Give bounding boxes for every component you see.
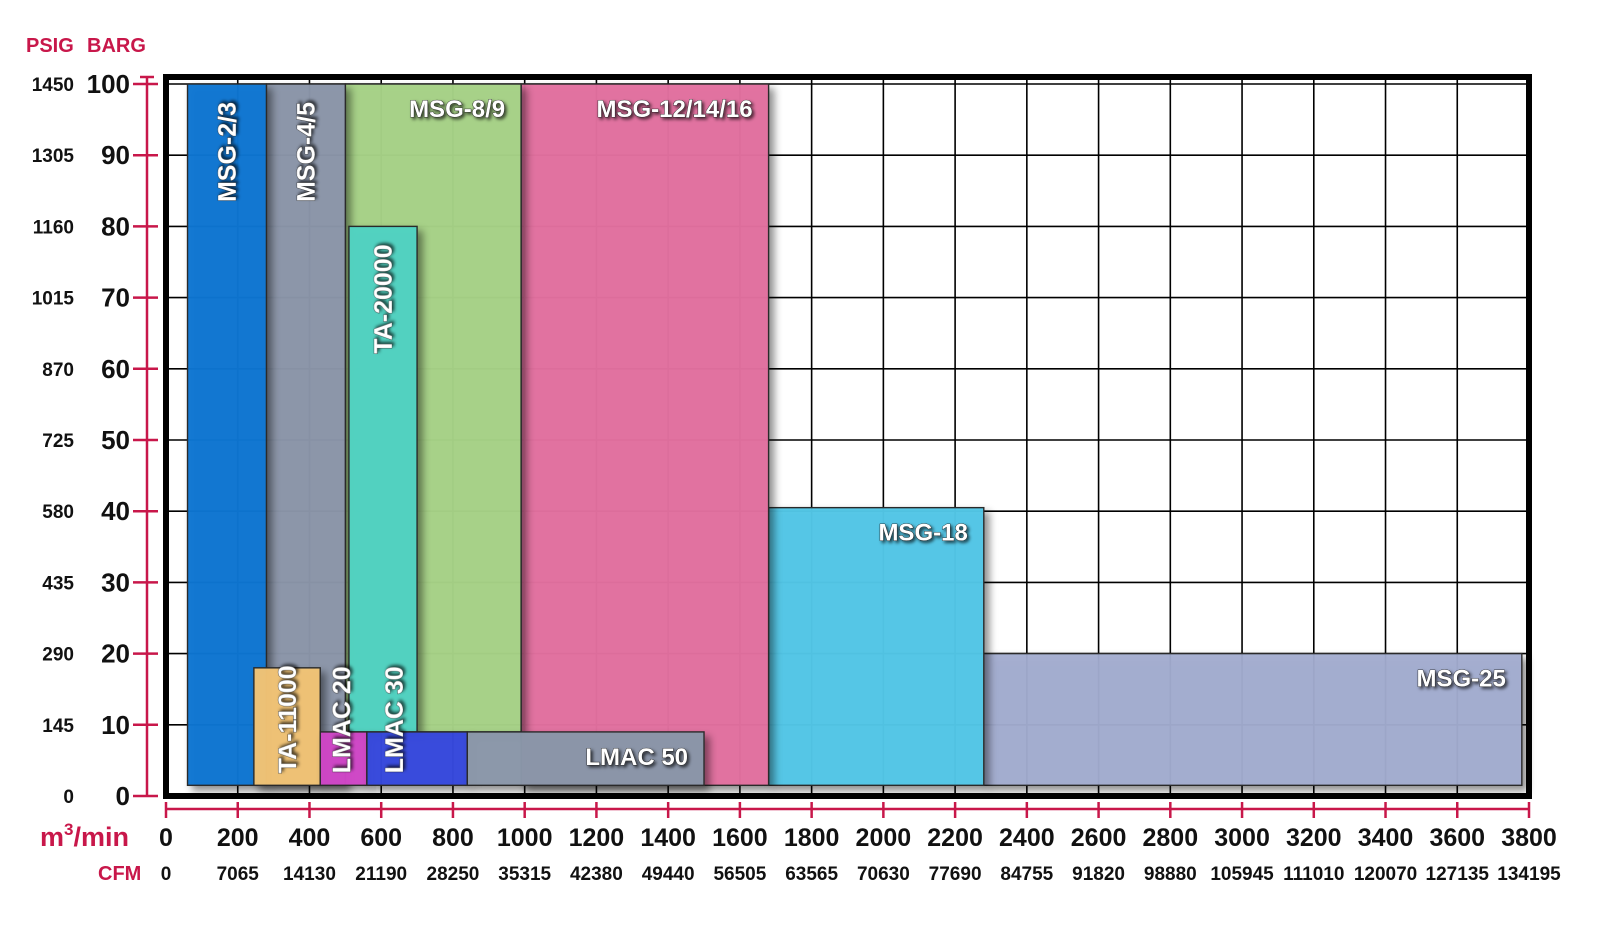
y-tick-label-barg: 70 <box>101 283 130 313</box>
psig-axis-label: PSIG <box>26 35 74 57</box>
range-rect-lmac-30 <box>366 731 468 787</box>
y-tick-label-barg: 50 <box>101 425 130 455</box>
x-tick-label-cfm: 14130 <box>283 864 336 885</box>
y-tick-label-barg: 20 <box>101 639 130 669</box>
y-tick-label-psig: 435 <box>42 573 74 594</box>
range-rect-ta-11000 <box>253 667 321 787</box>
x-tick-label-cfm: 0 <box>161 864 172 885</box>
x-tick-label-m3min: 3200 <box>1286 824 1342 852</box>
m3min-axis-label: m3/min <box>40 820 129 852</box>
x-tick-label-cfm: 120070 <box>1354 864 1417 885</box>
y-tick-label-barg: 90 <box>101 140 130 170</box>
series-label-msg-25: MSG-25 <box>1416 666 1505 693</box>
x-tick-label-m3min: 2400 <box>999 824 1055 852</box>
plot-frame <box>163 74 1532 799</box>
series-label-msg-4-5: MSG-4/5 <box>293 102 321 202</box>
y-tick-label-barg: 80 <box>101 211 130 241</box>
x-tick-label-m3min: 3800 <box>1501 824 1557 852</box>
y-tick-label-barg: 0 <box>116 781 130 811</box>
x-tick-label-cfm: 105945 <box>1210 864 1274 885</box>
range-rectangles <box>186 83 1523 787</box>
x-tick-label-m3min: 800 <box>432 824 474 852</box>
y-tick-label-barg: 30 <box>101 567 130 597</box>
y-tick-label-barg: 40 <box>101 496 130 526</box>
x-tick-label-cfm: 91820 <box>1072 864 1125 885</box>
x-tick-label-cfm: 111010 <box>1283 864 1344 885</box>
x-tick-label-m3min: 3000 <box>1214 824 1270 852</box>
x-tick-label-cfm: 42380 <box>570 864 623 885</box>
range-rect-lmac-20 <box>319 731 368 787</box>
y-tick-label-psig: 290 <box>42 645 74 666</box>
x-tick-label-m3min: 2000 <box>856 824 912 852</box>
x-tick-label-cfm: 70630 <box>857 864 910 885</box>
range-rect-msg-12-14-16 <box>520 83 770 787</box>
y-tick-label-psig: 1160 <box>33 217 74 238</box>
y-tick-label-barg: 100 <box>87 69 130 99</box>
barg-axis-label: BARG <box>87 35 146 57</box>
y-tick-label-psig: 1305 <box>32 146 75 167</box>
y-tick-label-psig: 0 <box>63 787 74 808</box>
range-rect-msg-18 <box>767 506 985 787</box>
y-tick-label-psig: 870 <box>42 360 74 381</box>
y-tick-label-psig: 145 <box>42 716 74 737</box>
y-tick-label-psig: 725 <box>42 431 74 452</box>
x-tick-label-m3min: 1400 <box>640 824 696 852</box>
y-tick-label-psig: 1015 <box>32 289 75 310</box>
series-label-msg-2-3: MSG-2/3 <box>214 102 242 202</box>
x-tick-label-cfm: 98880 <box>1144 864 1197 885</box>
axes: 0 0 10 145 20 290 30 435 40 580 50 725 60 870 70 1015 80… <box>32 69 1561 885</box>
x-tick-label-m3min: 1600 <box>712 824 768 852</box>
x-tick-label-m3min: 1800 <box>784 824 840 852</box>
x-tick-label-m3min: 2600 <box>1071 824 1127 852</box>
x-tick-label-m3min: 200 <box>217 824 259 852</box>
x-tick-label-cfm: 63565 <box>785 864 838 885</box>
x-tick-label-cfm: 35315 <box>498 864 551 885</box>
range-rect-lmac-50 <box>466 731 705 787</box>
range-rect-ta-20000 <box>348 225 418 733</box>
x-tick-label-m3min: 600 <box>360 824 402 852</box>
x-tick-label-m3min: 2800 <box>1143 824 1199 852</box>
x-tick-label-m3min: 1000 <box>497 824 553 852</box>
x-tick-label-cfm: 7065 <box>217 864 260 885</box>
series-label-lmac-30: LMAC 30 <box>381 666 409 773</box>
x-tick-label-cfm: 49440 <box>642 864 695 885</box>
x-tick-label-cfm: 56505 <box>713 864 766 885</box>
x-tick-label-m3min: 0 <box>159 824 173 852</box>
series-label-ta-11000: TA-11000 <box>274 665 302 773</box>
series-label-lmac-50: LMAC 50 <box>585 744 688 771</box>
series-label-msg-12-14-16: MSG-12/14/16 <box>596 96 752 123</box>
cfm-axis-label: CFM <box>98 863 141 885</box>
y-tick-label-barg: 60 <box>101 354 130 384</box>
y-tick-label-barg: 10 <box>101 710 130 740</box>
x-tick-label-m3min: 1200 <box>569 824 625 852</box>
x-tick-label-m3min: 3600 <box>1429 824 1485 852</box>
series-label-msg-18: MSG-18 <box>878 520 967 547</box>
x-tick-label-m3min: 400 <box>289 824 331 852</box>
series-label-lmac-20: LMAC 20 <box>328 666 356 773</box>
x-tick-label-m3min: 2200 <box>927 824 983 852</box>
x-tick-label-m3min: 3400 <box>1358 824 1414 852</box>
x-tick-label-cfm: 127135 <box>1426 864 1490 885</box>
x-tick-label-cfm: 28250 <box>427 864 480 885</box>
y-tick-label-psig: 1450 <box>32 75 74 96</box>
range-rect-msg-25 <box>983 652 1523 787</box>
x-tick-label-cfm: 84755 <box>1000 864 1053 885</box>
series-label-msg-8-9: MSG-8/9 <box>409 96 505 123</box>
x-tick-label-cfm: 77690 <box>929 864 982 885</box>
series-label-ta-20000: TA-20000 <box>370 244 398 353</box>
series-labels: MSG-25 MSG-18 MSG-12/14/16 MSG-8/9 MSG-4/5 MS… <box>213 96 1506 774</box>
x-tick-label-cfm: 134195 <box>1497 864 1561 885</box>
y-tick-label-psig: 580 <box>42 502 74 523</box>
x-tick-label-cfm: 21190 <box>355 864 407 885</box>
